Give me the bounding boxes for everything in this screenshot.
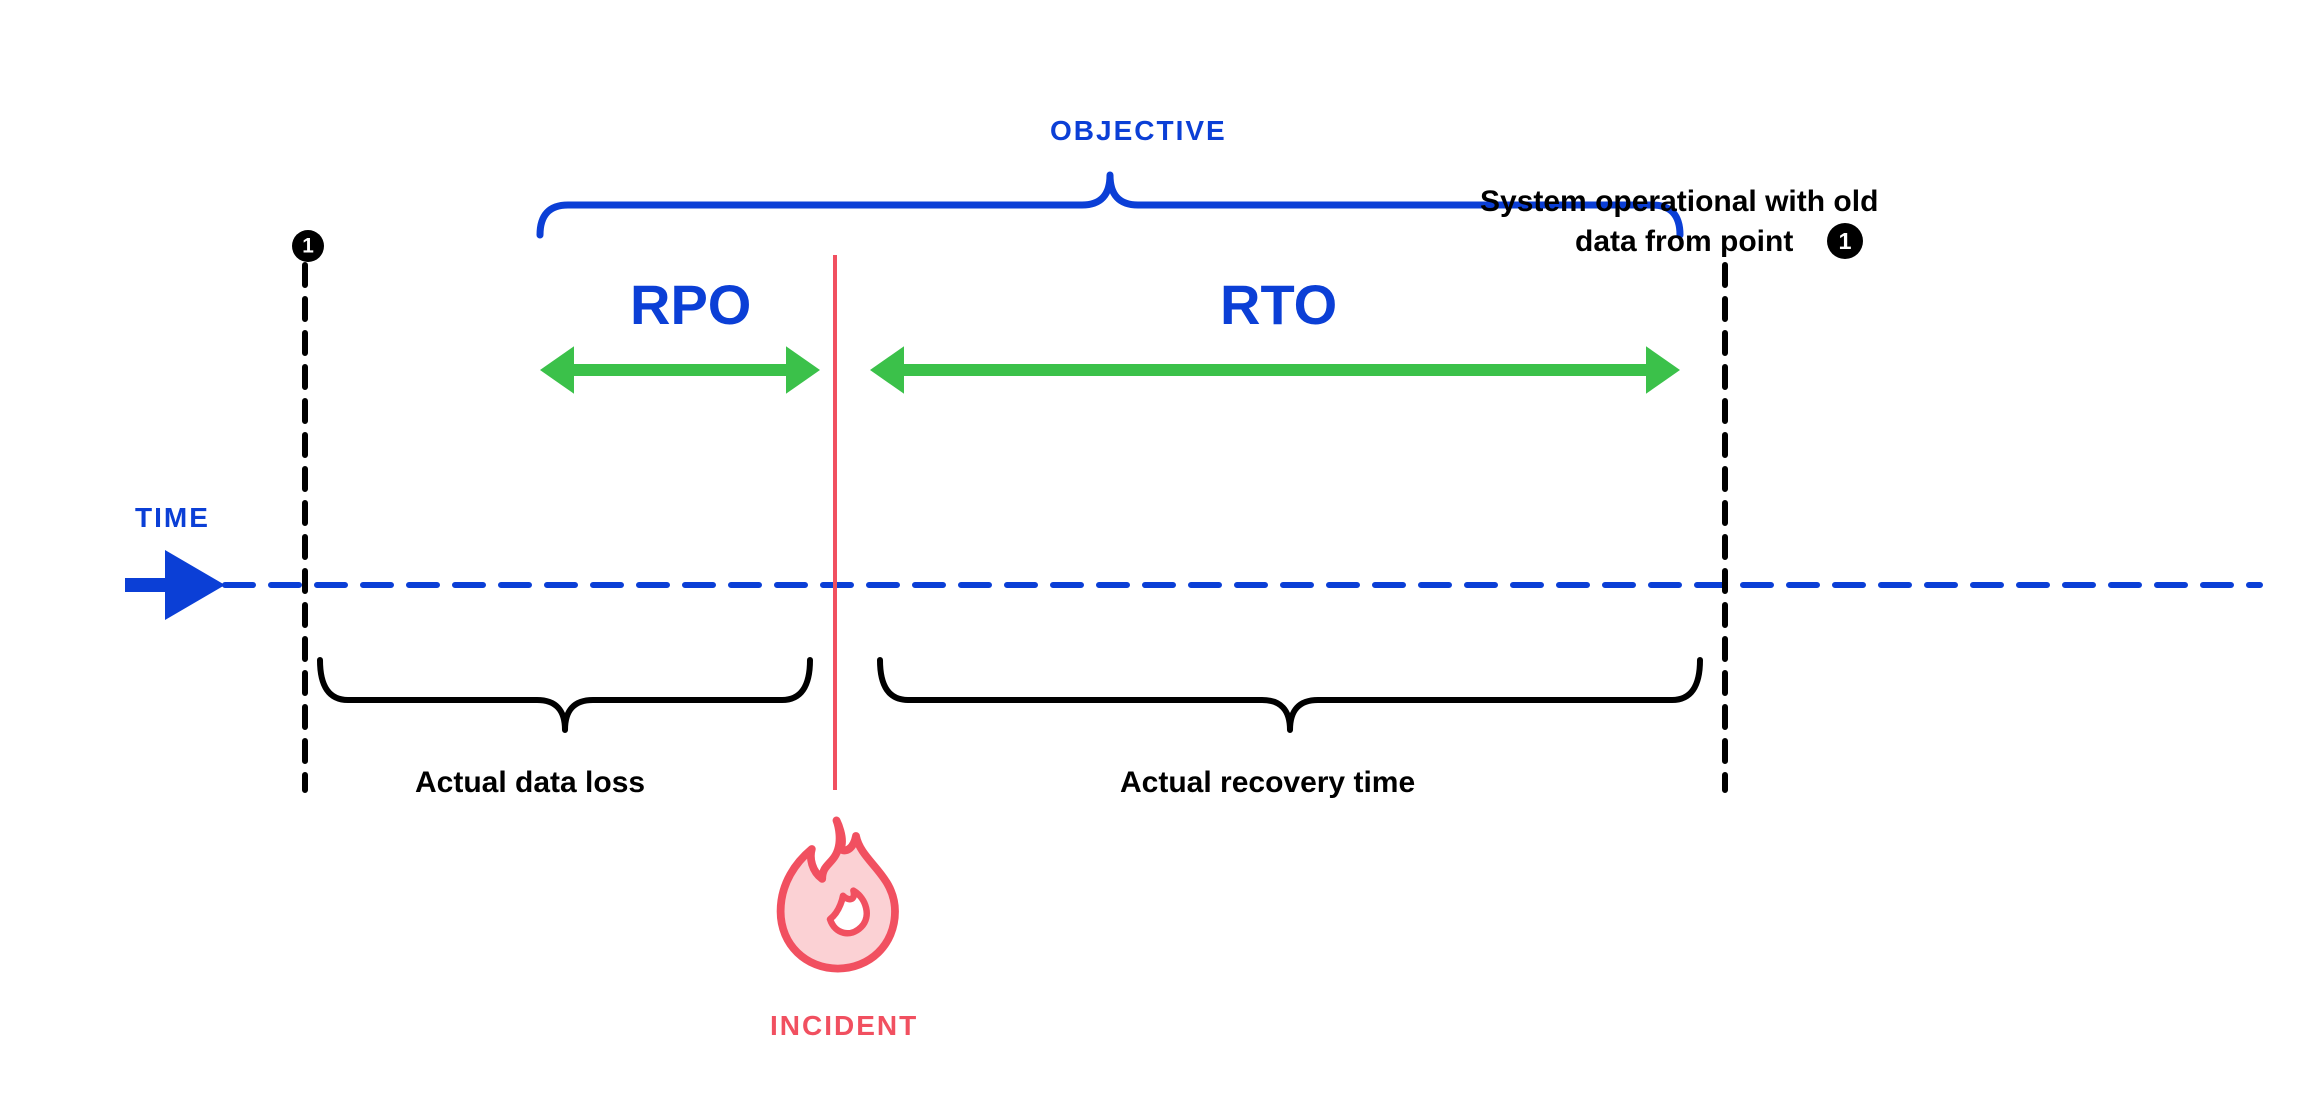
svg-text:1: 1 [1838,228,1851,254]
actual-recovery-label: Actual recovery time [1120,766,1415,800]
incident-label: INCIDENT [770,1010,918,1042]
fire-icon [781,820,895,968]
rto-label: RTO [1220,272,1337,337]
time-label: TIME [135,502,210,534]
data-loss-brace [320,660,810,730]
actual-data-loss-label: Actual data loss [415,766,645,800]
rpo-label: RPO [630,272,751,337]
system-op-line2: data from point [1575,225,1793,259]
objective-label: OBJECTIVE [1050,115,1227,147]
svg-text:1: 1 [302,235,314,258]
system-op-line1: System operational with old [1480,185,1878,219]
recovery-brace [880,660,1700,730]
time-arrowhead [165,550,225,620]
rpo-rto-diagram: 11 [0,0,2316,1116]
